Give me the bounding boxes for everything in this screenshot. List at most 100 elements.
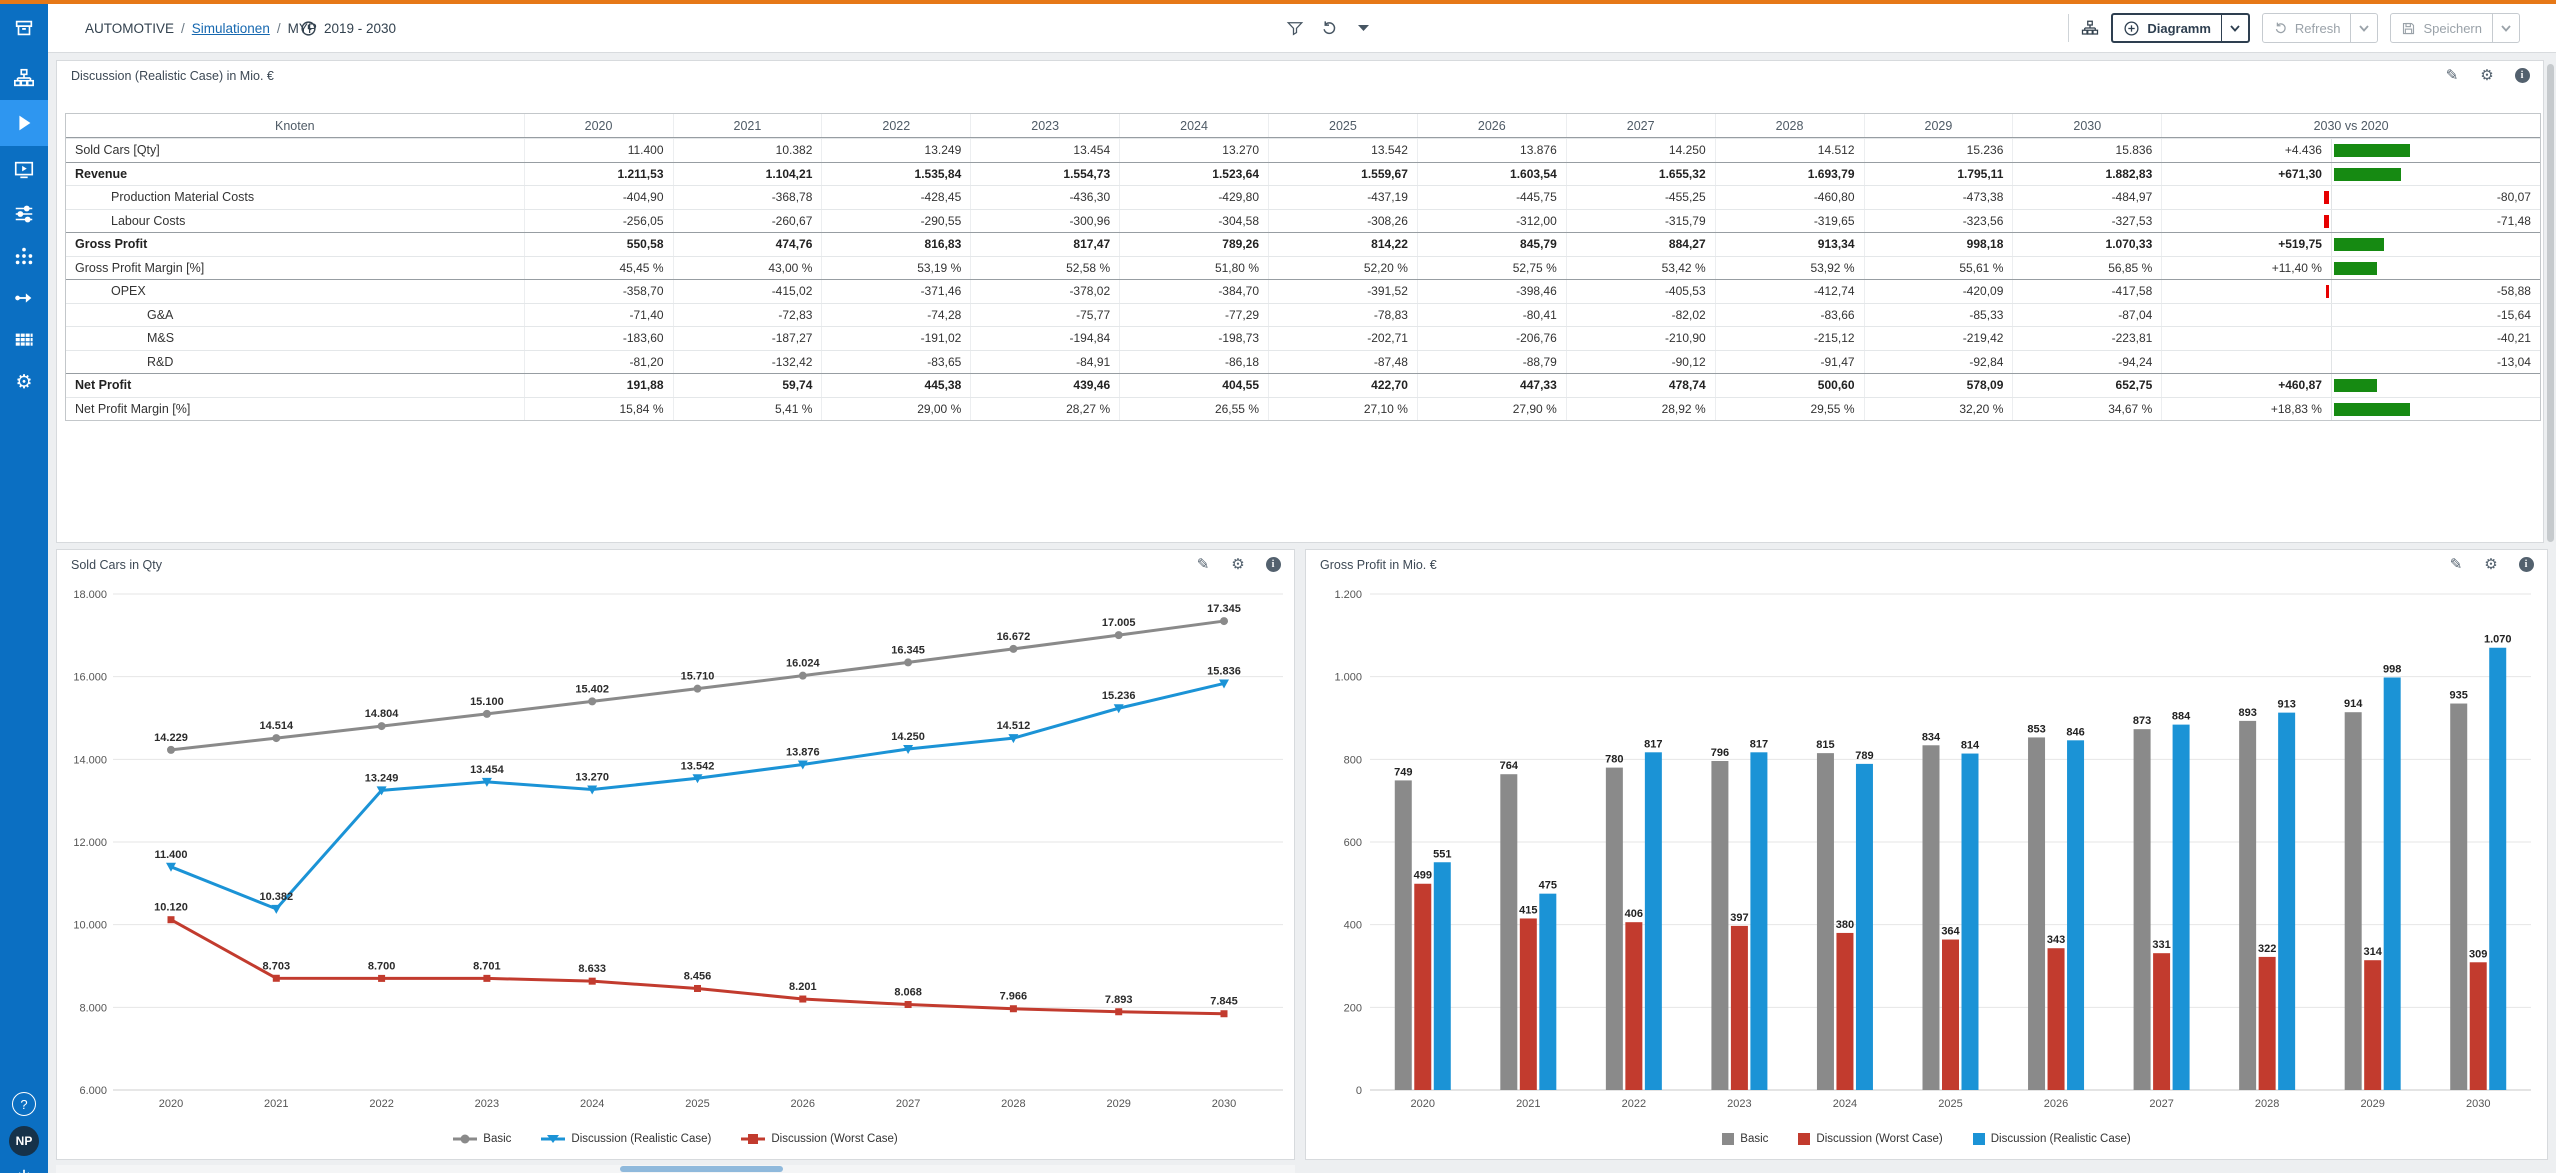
sidebar-user-avatar[interactable]: NP — [0, 1119, 48, 1163]
legend-item[interactable]: Discussion (Realistic Case) — [1972, 1133, 2131, 1145]
chevron-down-icon[interactable] — [1354, 19, 1372, 37]
save-button[interactable]: Speichern — [2390, 13, 2520, 43]
legend-marker-icon — [1798, 1133, 1811, 1145]
value-cell: -75,77 — [970, 303, 1119, 326]
legend-item[interactable]: Discussion (Worst Case) — [741, 1133, 898, 1145]
sidebar-item-simulations-active[interactable] — [0, 100, 48, 146]
value-cell: 13.270 — [1119, 139, 1268, 162]
value-cell: 15,84 % — [523, 397, 673, 420]
svg-text:13.542: 13.542 — [681, 760, 715, 772]
value-cell: 1.655,32 — [1565, 162, 1715, 185]
svg-text:2022: 2022 — [369, 1098, 393, 1110]
sidebar-item-logout[interactable] — [0, 1156, 48, 1173]
column-header-2020: 2020 — [523, 114, 673, 137]
value-cell: -323,56 — [1863, 209, 2013, 232]
delta-cell: +18,83 % — [2161, 397, 2540, 420]
legend-item[interactable]: Basic — [453, 1133, 511, 1145]
delta-bar — [2326, 285, 2330, 298]
settings-gear-icon[interactable]: ⚙ — [1231, 556, 1245, 573]
value-cell: 814,22 — [1268, 233, 1417, 256]
value-cell: 1.559,67 — [1268, 162, 1417, 185]
sidebar-item-settings[interactable]: ⚙ — [0, 360, 48, 404]
svg-text:475: 475 — [1539, 880, 1557, 892]
row-label: G&A — [147, 307, 174, 322]
svg-text:16.024: 16.024 — [786, 658, 821, 670]
edit-pencil-icon[interactable]: ✎ — [1196, 556, 1210, 573]
tree-view-icon[interactable] — [2081, 19, 2099, 37]
value-cell: 43,00 % — [672, 256, 822, 279]
table-panel: Discussion (Realistic Case) in Mio. € ✎ … — [56, 60, 2544, 543]
value-cell: 55,61 % — [1863, 256, 2013, 279]
info-icon[interactable]: i — [2517, 555, 2535, 573]
edit-pencil-icon[interactable]: ✎ — [2449, 556, 2463, 573]
horizontal-scrollbar-thumb[interactable] — [620, 1166, 783, 1172]
value-cell: 13.542 — [1268, 139, 1417, 162]
svg-text:343: 343 — [2047, 934, 2065, 946]
save-dropdown-caret[interactable] — [2492, 14, 2519, 42]
value-cell: 34,67 % — [2012, 397, 2161, 420]
add-diagram-button[interactable]: Diagramm — [2111, 13, 2250, 43]
diagram-dropdown-caret[interactable] — [2220, 15, 2248, 41]
value-cell: 51,80 % — [1119, 256, 1268, 279]
refresh-button[interactable]: Refresh — [2261, 13, 2379, 43]
info-icon[interactable]: i — [1264, 555, 1282, 573]
breadcrumb-workspace-link[interactable]: Simulationen — [191, 20, 270, 36]
svg-text:789: 789 — [1855, 750, 1873, 762]
value-cell: 578,09 — [1863, 374, 2013, 397]
time-range: 2019 - 2030 — [300, 4, 396, 52]
sidebar-item-data-tables[interactable] — [0, 318, 48, 362]
legend-marker-icon — [1722, 1133, 1735, 1145]
delta-cell: -80,07 — [2161, 186, 2540, 209]
legend-label: Discussion (Worst Case) — [771, 1133, 898, 1145]
column-header-2024: 2024 — [1119, 114, 1268, 137]
value-cell: 32,20 % — [1863, 397, 2013, 420]
svg-text:815: 815 — [1816, 739, 1834, 751]
sidebar-item-help[interactable]: ? — [0, 1082, 48, 1126]
table-row: OPEX -358,70 -415,02 -371,46 -378,02 -384,70-… — [66, 279, 2540, 303]
svg-text:600: 600 — [1344, 837, 1362, 849]
svg-text:873: 873 — [2133, 715, 2151, 727]
vertical-scrollbar-thumb[interactable] — [2547, 64, 2554, 542]
sidebar-item-structure[interactable] — [0, 234, 48, 278]
refresh-dropdown-caret[interactable] — [2350, 14, 2377, 42]
info-icon[interactable]: i — [2513, 66, 2531, 84]
value-cell: 28,27 % — [970, 397, 1119, 420]
row-label: Gross Profit Margin [%] — [75, 260, 205, 275]
settings-gear-icon[interactable]: ⚙ — [2484, 556, 2498, 573]
value-cell: 913,34 — [1714, 233, 1864, 256]
sidebar-item-presentations[interactable] — [0, 148, 48, 192]
sidebar-item-levers[interactable] — [0, 192, 48, 236]
value-cell: 1.693,79 — [1714, 162, 1864, 185]
value-cell: -88,79 — [1416, 350, 1566, 373]
svg-text:397: 397 — [1730, 912, 1748, 924]
value-cell: 1.104,21 — [672, 162, 822, 185]
svg-text:2023: 2023 — [475, 1098, 499, 1110]
filter-icon[interactable] — [1286, 19, 1304, 37]
row-label: Sold Cars [Qty] — [75, 143, 160, 158]
svg-text:2023: 2023 — [1727, 1098, 1751, 1110]
legend-item[interactable]: Basic — [1722, 1133, 1768, 1145]
legend-label: Discussion (Worst Case) — [1816, 1133, 1943, 1145]
delta-bar — [2334, 402, 2411, 416]
value-cell: -429,80 — [1119, 186, 1268, 209]
svg-text:415: 415 — [1519, 904, 1537, 916]
sidebar-item-archive[interactable] — [0, 6, 48, 50]
settings-gear-icon[interactable]: ⚙ — [2480, 67, 2494, 84]
delta-bar — [2334, 238, 2385, 251]
sidebar-item-export[interactable] — [0, 276, 48, 320]
value-cell: -391,52 — [1268, 280, 1417, 303]
table-row: G&A -71,40 -72,83 -74,28 -75,77 -77,29 -78,83-… — [66, 302, 2540, 326]
refresh-icon[interactable] — [1320, 19, 1338, 37]
play-icon — [13, 112, 35, 134]
edit-pencil-icon[interactable]: ✎ — [2445, 67, 2459, 84]
svg-text:13.454: 13.454 — [470, 764, 505, 776]
legend-item[interactable]: Discussion (Worst Case) — [1798, 1133, 1943, 1145]
svg-text:1.000: 1.000 — [1334, 672, 1362, 684]
svg-text:10.000: 10.000 — [73, 920, 107, 932]
legend-item[interactable]: Discussion (Realistic Case) — [541, 1133, 711, 1145]
value-cell: 52,20 % — [1268, 256, 1417, 279]
column-header-knoten: Knoten — [275, 118, 315, 133]
refresh-small-icon — [2273, 21, 2288, 36]
sidebar-item-models[interactable] — [0, 56, 48, 100]
svg-text:1.200: 1.200 — [1334, 589, 1362, 601]
